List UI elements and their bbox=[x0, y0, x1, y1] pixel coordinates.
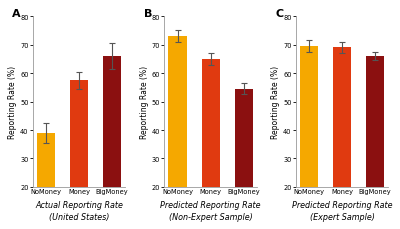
Text: C: C bbox=[275, 9, 284, 19]
Text: A: A bbox=[12, 9, 21, 19]
Y-axis label: Reporting Rate (%): Reporting Rate (%) bbox=[271, 66, 280, 139]
Bar bbox=[37, 133, 55, 229]
Bar bbox=[300, 47, 318, 229]
Bar bbox=[366, 57, 384, 229]
Y-axis label: Reporting Rate (%): Reporting Rate (%) bbox=[8, 66, 17, 139]
Bar bbox=[333, 48, 351, 229]
Bar bbox=[234, 89, 253, 229]
X-axis label: Predicted Reporting Rate
(Expert Sample): Predicted Reporting Rate (Expert Sample) bbox=[292, 200, 392, 221]
Bar bbox=[103, 57, 121, 229]
Bar bbox=[168, 37, 187, 229]
X-axis label: Actual Reporting Rate
(United States): Actual Reporting Rate (United States) bbox=[35, 200, 123, 221]
Text: B: B bbox=[144, 9, 152, 19]
X-axis label: Predicted Reporting Rate
(Non-Expert Sample): Predicted Reporting Rate (Non-Expert Sam… bbox=[160, 200, 261, 221]
Bar bbox=[202, 60, 220, 229]
Y-axis label: Reporting Rate (%): Reporting Rate (%) bbox=[140, 66, 149, 139]
Bar bbox=[70, 81, 88, 229]
